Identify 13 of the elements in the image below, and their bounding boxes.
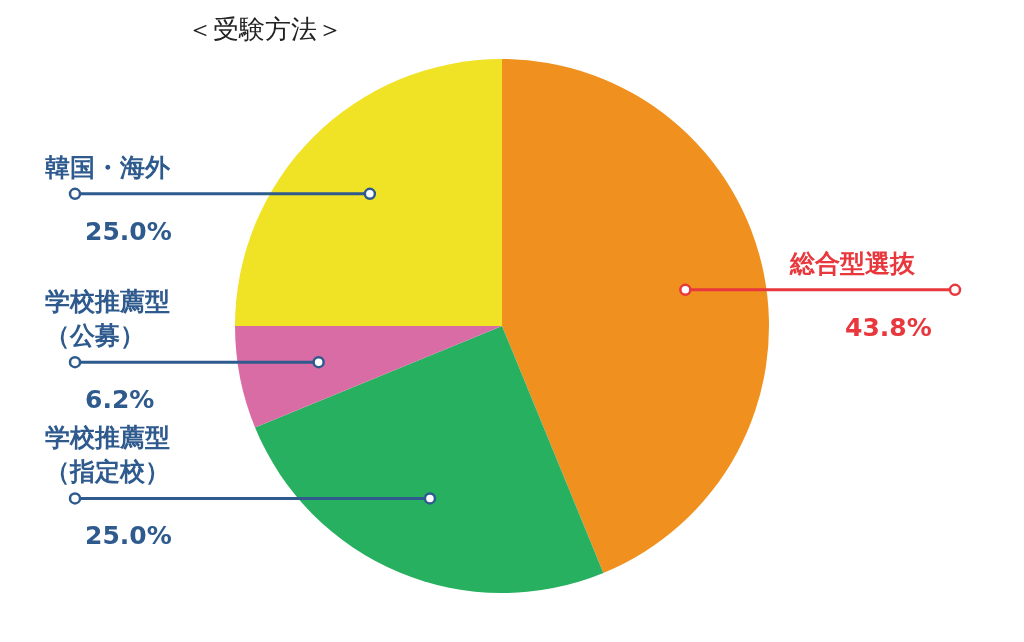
slice-label: 学校推薦型（公募） xyxy=(45,287,170,351)
chart-title: ＜受験方法＞ xyxy=(187,14,343,44)
pie-slice xyxy=(235,326,502,428)
pie-slice xyxy=(235,59,502,326)
data-label: 6.2% xyxy=(85,385,155,415)
slice-label: 学校推薦型（指定校） xyxy=(45,423,170,487)
data-label: 43.8% xyxy=(845,312,932,342)
data-label: 25.0% xyxy=(85,216,172,246)
slice-label: 韓国・海外 xyxy=(45,152,171,182)
slice-label: 総合型選抜 xyxy=(789,248,916,278)
pie-slice xyxy=(255,326,604,593)
data-label: 25.0% xyxy=(85,521,172,551)
pie-slice xyxy=(502,59,769,573)
